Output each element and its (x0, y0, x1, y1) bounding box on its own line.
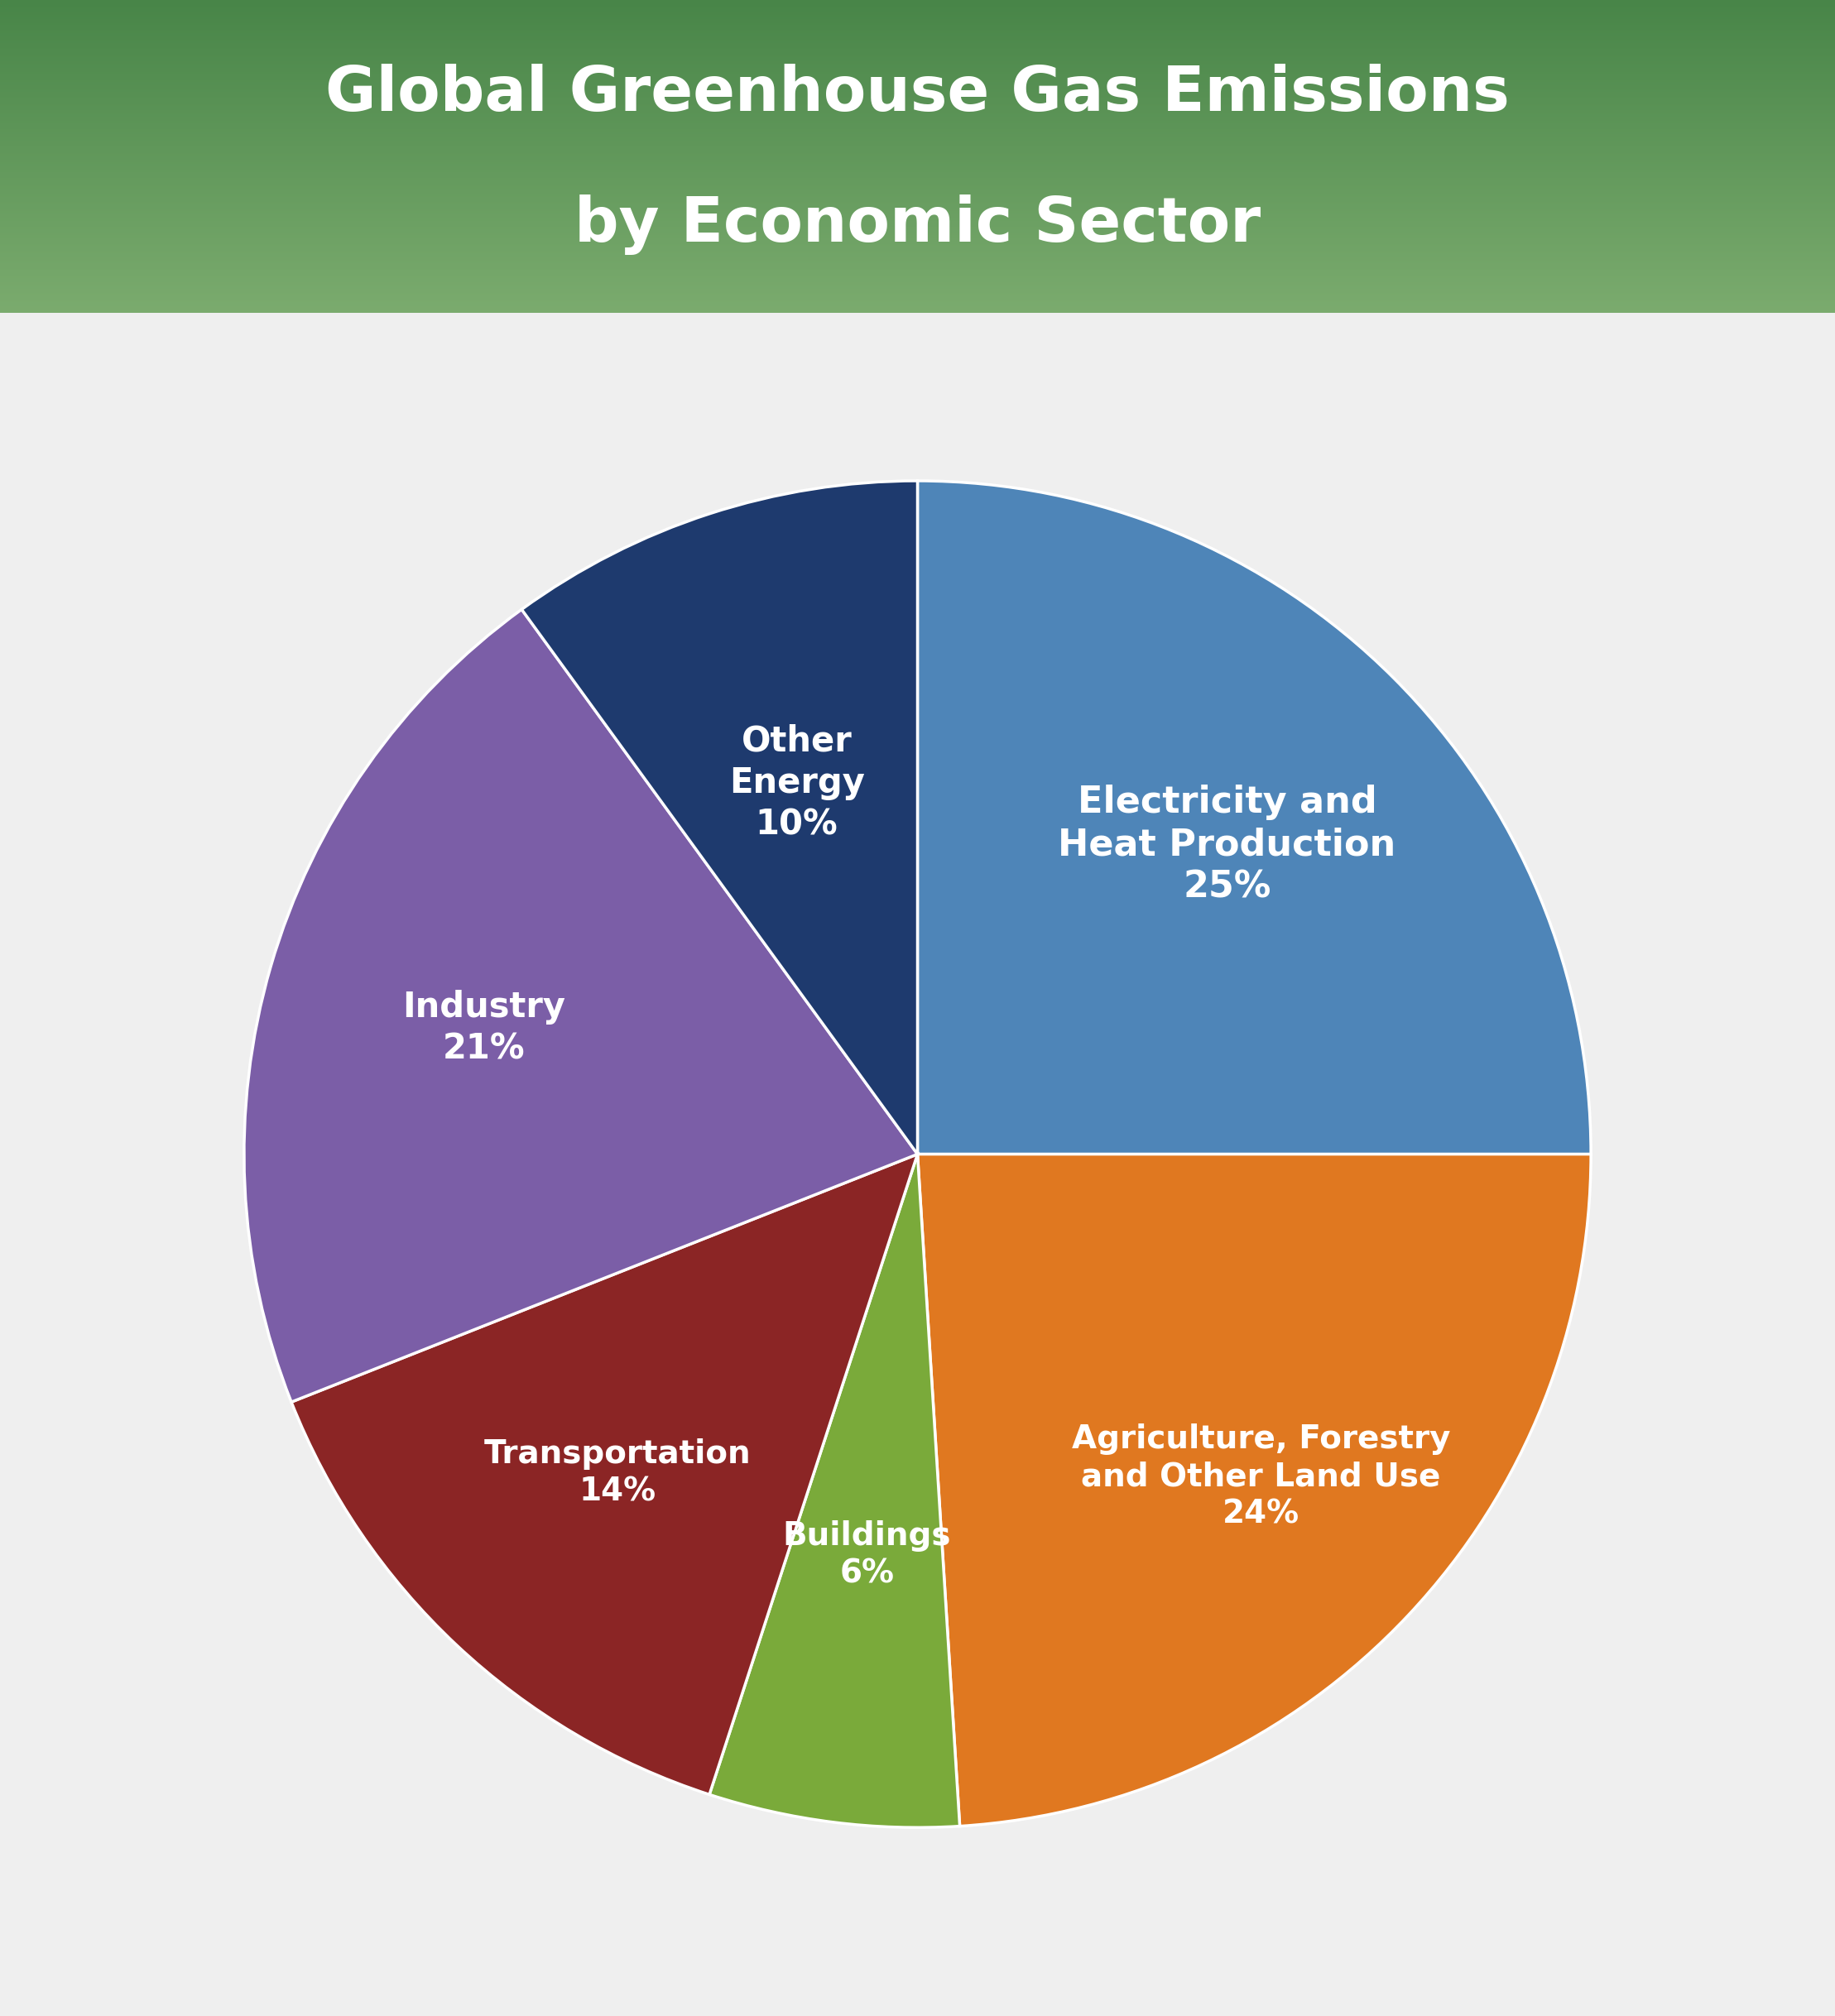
Text: Buildings
6%: Buildings 6% (784, 1520, 951, 1589)
Text: Other
Energy
10%: Other Energy 10% (728, 724, 864, 843)
Wedge shape (244, 609, 918, 1401)
Wedge shape (521, 480, 918, 1153)
Wedge shape (918, 480, 1591, 1153)
Text: Transportation
14%: Transportation 14% (484, 1439, 751, 1508)
Wedge shape (710, 1153, 960, 1829)
Text: Electricity and
Heat Production
25%: Electricity and Heat Production 25% (1059, 784, 1396, 905)
Wedge shape (292, 1153, 918, 1794)
Text: Agriculture, Forestry
and Other Land Use
24%: Agriculture, Forestry and Other Land Use… (1072, 1423, 1450, 1530)
Text: Industry
21%: Industry 21% (402, 990, 565, 1066)
Text: by Economic Sector: by Economic Sector (574, 196, 1261, 256)
Wedge shape (918, 1153, 1591, 1826)
Text: Global Greenhouse Gas Emissions: Global Greenhouse Gas Emissions (325, 65, 1510, 123)
